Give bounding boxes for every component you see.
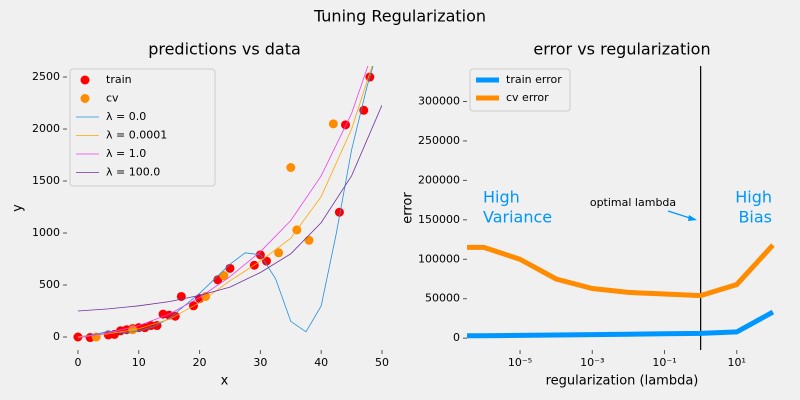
- x-tick-label: 10⁻³: [580, 356, 604, 369]
- line: [467, 309, 775, 339]
- x-axis-label: x: [221, 374, 229, 389]
- legend-label: λ = 1.0: [106, 147, 146, 160]
- legend-label: λ = 0.0: [106, 110, 146, 123]
- y-tick-label: 50000: [425, 292, 460, 305]
- x-tick-label: 30: [253, 356, 267, 369]
- y-tick-label: 1000: [32, 226, 60, 239]
- plot-area: [73, 66, 382, 343]
- y-axis-label: y: [11, 204, 26, 212]
- x-tick-label: 40: [314, 356, 328, 369]
- point: [328, 119, 338, 129]
- x-tick-label: 0: [74, 356, 81, 369]
- legend-label: λ = 100.0: [106, 166, 160, 179]
- plot-area: [467, 66, 775, 350]
- y-tick-label: 0: [453, 331, 460, 344]
- annotation: Variance: [483, 208, 552, 227]
- legend-box: [69, 68, 216, 187]
- legend-label: train: [106, 73, 132, 86]
- point: [286, 162, 296, 172]
- legend-label: cv error: [506, 91, 549, 104]
- x-tick-label: 10¹: [728, 356, 746, 369]
- line: [467, 243, 775, 299]
- point: [334, 207, 344, 217]
- x-tick-label: 50: [375, 356, 389, 369]
- x-tick-label: 20: [193, 356, 207, 369]
- line: [77, 66, 373, 338]
- y-tick-label: 2000: [32, 122, 60, 135]
- legend-label: cv: [106, 92, 119, 105]
- y-tick-label: 300000: [418, 95, 460, 108]
- x-tick-label: 10⁻¹: [652, 356, 676, 369]
- annotation-arrowhead: [688, 215, 697, 221]
- point: [274, 248, 284, 258]
- y-tick-label: 500: [39, 278, 60, 291]
- point: [219, 271, 229, 281]
- point: [225, 263, 235, 273]
- chart-title: error vs regularization: [533, 40, 710, 59]
- legend-marker: [80, 75, 90, 85]
- legend-label: train error: [506, 73, 562, 86]
- y-tick-label: 1500: [32, 174, 60, 187]
- chart-title: predictions vs data: [148, 40, 301, 59]
- legend-marker: [80, 94, 90, 103]
- y-tick-label: 0: [53, 330, 60, 343]
- point: [261, 256, 271, 266]
- annotation: Bias: [738, 208, 772, 227]
- y-tick-label: 200000: [418, 173, 460, 186]
- y-tick-label: 150000: [418, 213, 460, 226]
- x-axis-label: regularization (lambda): [546, 374, 699, 389]
- line: [77, 66, 374, 338]
- y-tick-label: 2500: [32, 70, 60, 83]
- point: [341, 120, 351, 130]
- x-tick-label: 10: [132, 356, 146, 369]
- y-tick-label: 250000: [418, 134, 460, 147]
- annotation: High: [735, 188, 772, 207]
- annotation: optimal lambda: [590, 196, 676, 209]
- figure-title: Tuning Regularization: [313, 7, 486, 26]
- y-tick-label: 100000: [418, 252, 460, 265]
- point: [304, 235, 314, 245]
- annotation: High: [483, 188, 520, 207]
- line: [77, 66, 369, 339]
- y-axis-label: error: [401, 192, 416, 224]
- legend-label: λ = 0.0001: [106, 129, 167, 142]
- x-tick-label: 10⁻⁵: [508, 356, 532, 369]
- line: [77, 104, 382, 312]
